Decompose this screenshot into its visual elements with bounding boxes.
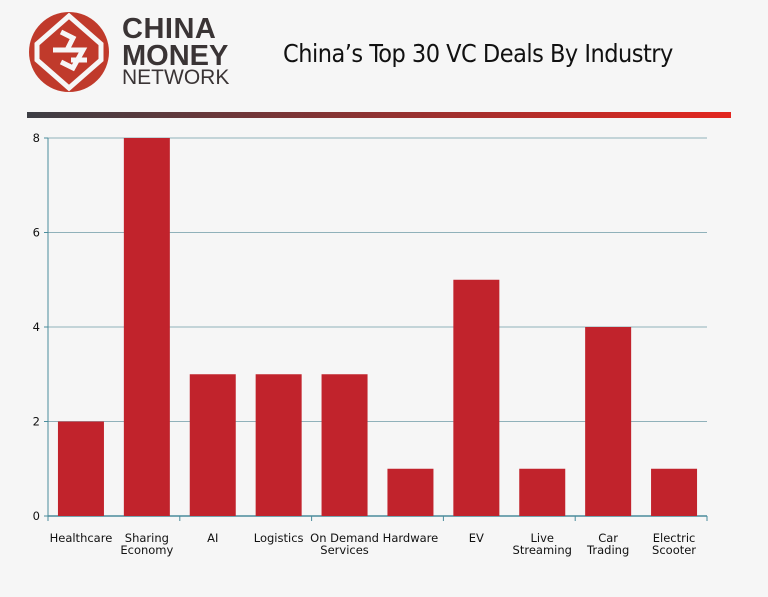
y-tick-label: 6 xyxy=(33,226,40,240)
bar-healthcare xyxy=(57,421,104,516)
y-tick-label: 4 xyxy=(33,320,40,334)
x-tick-label: Hardware xyxy=(383,531,439,545)
bar-hardware xyxy=(387,468,434,516)
x-tick-label: Live Streaming xyxy=(513,531,572,557)
x-tick-label: Healthcare xyxy=(50,531,113,545)
brand-line-2: MONEY xyxy=(122,40,229,72)
bar-logistics xyxy=(255,374,302,516)
x-tick-label: Car Trading xyxy=(586,531,629,557)
x-tick-label: Electric Scooter xyxy=(652,531,696,557)
y-tick-label: 8 xyxy=(33,131,40,145)
bar-ai xyxy=(189,374,236,516)
china-money-network-logo xyxy=(29,12,109,92)
bar-car-trading xyxy=(585,327,632,516)
x-tick-label: AI xyxy=(207,531,218,545)
header-divider xyxy=(27,112,731,118)
x-tick-label: On Demand Services xyxy=(310,531,379,557)
x-tick-label: Sharing Economy xyxy=(120,531,173,557)
bar-electric-scooter xyxy=(651,468,698,516)
bar-ev xyxy=(453,279,500,516)
y-tick-label: 2 xyxy=(33,415,40,429)
x-tick-label: Logistics xyxy=(254,531,304,545)
bar-sharing-economy xyxy=(123,138,170,516)
y-tick-label: 0 xyxy=(33,509,40,523)
bar-live-streaming xyxy=(519,468,566,516)
brand-line-1: CHINA xyxy=(122,13,217,45)
brand-line-3: NETWORK xyxy=(122,66,230,89)
x-tick-label: EV xyxy=(469,531,484,545)
bar-on-demand-services xyxy=(321,374,368,516)
chart-title: China’s Top 30 VC Deals By Industry xyxy=(283,39,673,68)
